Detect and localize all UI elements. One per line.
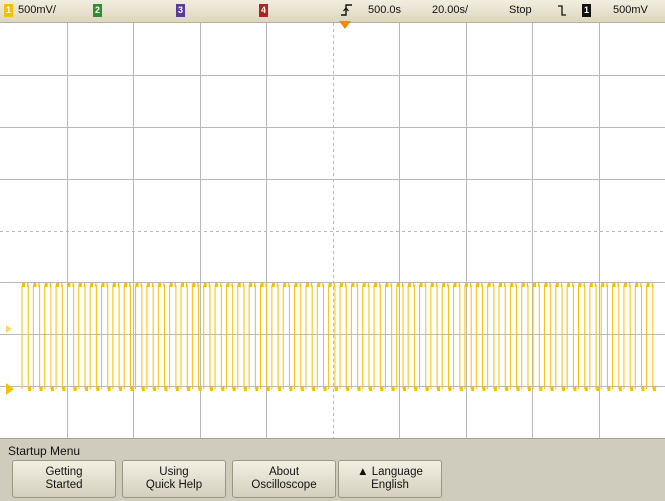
menu-title: Startup Menu <box>8 444 81 458</box>
channel4-indicator[interactable]: 4 <box>259 4 268 17</box>
about-oscilloscope-button[interactable]: About Oscilloscope <box>232 460 336 498</box>
time-per-division[interactable]: 20.00s/ <box>432 4 469 16</box>
trigger-position-marker[interactable] <box>338 21 352 31</box>
channel1-scale[interactable]: 500mV/ <box>18 4 56 16</box>
trigger-edge-icon <box>340 2 354 21</box>
trigger-source-indicator[interactable]: 1 <box>582 4 591 17</box>
run-state[interactable]: Stop <box>509 4 532 16</box>
softkey-label: Getting <box>45 466 83 478</box>
status-bar: 1 500mV/ 2 3 4 500.0s 20.00s/ Stop 1 500… <box>0 0 665 23</box>
up-arrow-icon: ▲ <box>357 466 369 478</box>
language-button[interactable]: ▲ Language English <box>338 460 442 498</box>
using-quick-help-button[interactable]: Using Quick Help <box>122 460 226 498</box>
softkey-label: Language <box>371 466 423 478</box>
softkey-label: Quick Help <box>145 479 203 491</box>
softkey-menu: Startup Menu Getting Started Using Quick… <box>0 438 665 501</box>
graticule <box>0 23 665 438</box>
channel1-indicator[interactable]: 1 <box>4 4 13 17</box>
channel1-trace <box>21 283 658 391</box>
grid-lines <box>0 23 665 438</box>
trigger-level[interactable]: 500mV <box>613 4 648 16</box>
softkey-label: About <box>268 466 300 478</box>
softkey-label: Using <box>159 466 189 478</box>
softkey-label: English <box>371 479 409 491</box>
trigger-slope-icon <box>556 3 568 21</box>
channel3-indicator[interactable]: 3 <box>176 4 185 17</box>
trigger-delay[interactable]: 500.0s <box>368 4 402 16</box>
channel2-indicator[interactable]: 2 <box>93 4 102 17</box>
channel1-ground-marker[interactable] <box>6 325 14 395</box>
softkey-label: Started <box>45 479 83 491</box>
getting-started-button[interactable]: Getting Started <box>12 460 116 498</box>
softkey-label: Oscilloscope <box>251 479 317 491</box>
